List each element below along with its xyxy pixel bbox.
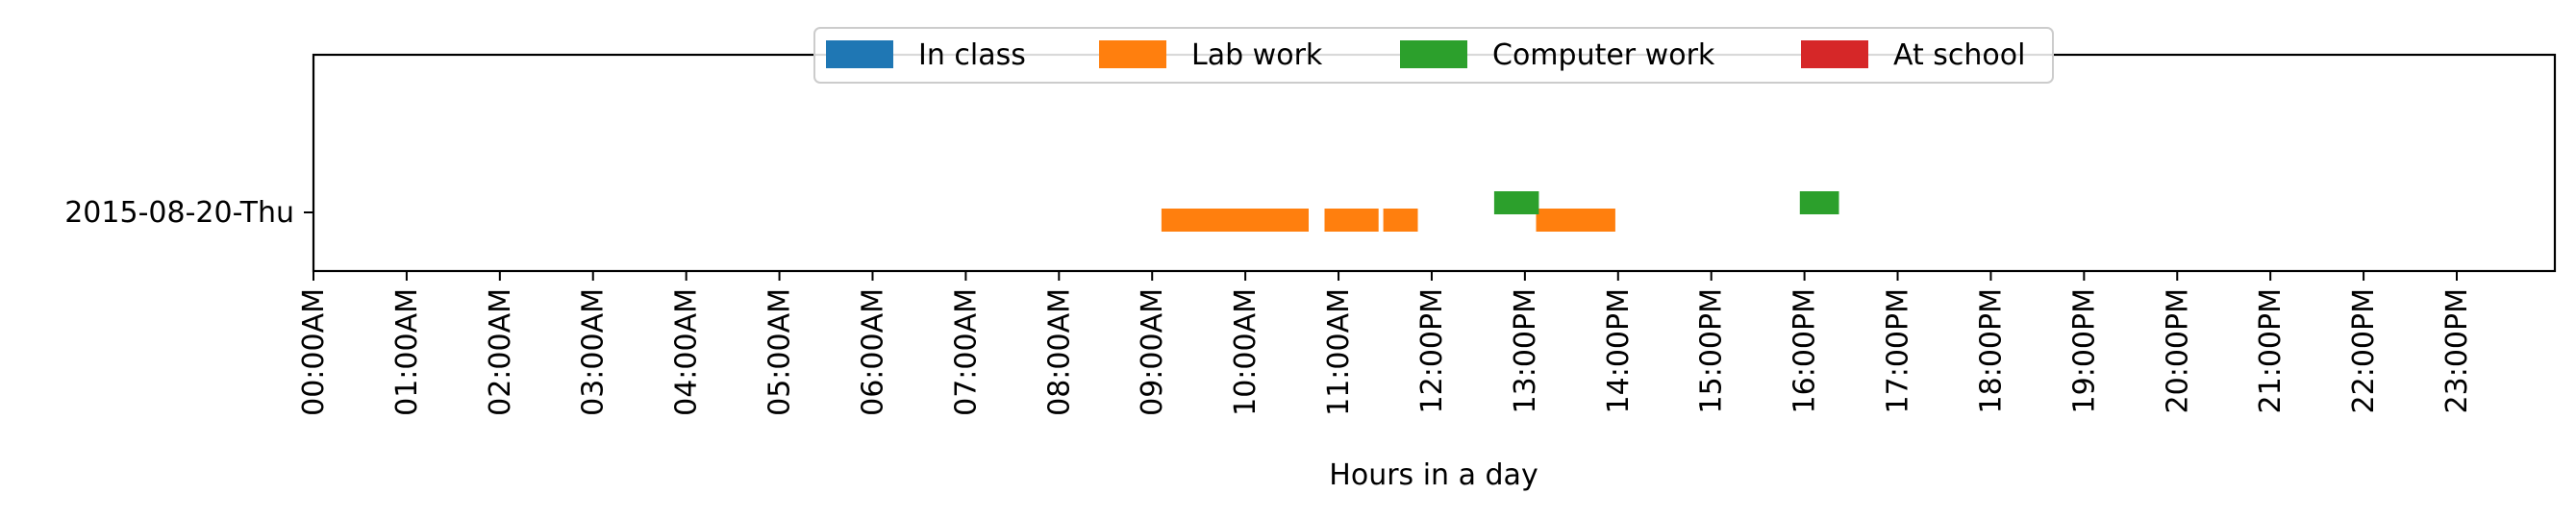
x-tick-label: 07:00AM bbox=[949, 288, 983, 416]
y-axis: 2015-08-20-Thu bbox=[64, 196, 313, 230]
x-axis: 00:00AM 01:00AM 02:00AM 03:00AM 04:00AM 05:00… bbox=[297, 271, 2474, 416]
legend-label-at-school: At school bbox=[1893, 38, 2025, 72]
legend-swatch-at-school bbox=[1801, 40, 1868, 68]
x-tick-label: 03:00AM bbox=[577, 288, 611, 416]
bar-computer-work-0 bbox=[1493, 191, 1539, 214]
legend-swatch-computer-work bbox=[1400, 40, 1467, 68]
y-tick-label: 2015-08-20-Thu bbox=[64, 196, 294, 230]
x-tick-label: 11:00AM bbox=[1322, 288, 1356, 416]
x-tick-label: 20:00PM bbox=[2161, 288, 2194, 413]
legend: In class Lab work Computer work At school bbox=[813, 27, 2054, 84]
bar-computer-work-1 bbox=[1799, 191, 1839, 214]
x-tick-label: 16:00PM bbox=[1788, 288, 1822, 413]
x-tick-label: 17:00PM bbox=[1882, 288, 1915, 413]
x-tick-label: 14:00PM bbox=[1602, 288, 1636, 413]
bar-lab-work-1 bbox=[1324, 209, 1379, 232]
plot-frame bbox=[312, 53, 2557, 273]
x-tick-label: 06:00AM bbox=[857, 288, 890, 416]
x-tick-label: 18:00PM bbox=[1974, 288, 2008, 413]
x-tick-label: 21:00PM bbox=[2254, 288, 2288, 413]
legend-swatch-lab-work bbox=[1099, 40, 1166, 68]
x-tick-label: 10:00AM bbox=[1229, 288, 1263, 416]
legend-swatch-in-class bbox=[826, 40, 893, 68]
x-tick-label: 02:00AM bbox=[484, 288, 517, 416]
bar-lab-work-0 bbox=[1161, 209, 1309, 232]
bar-lab-work-2 bbox=[1383, 209, 1418, 232]
legend-label-in-class: In class bbox=[918, 38, 1026, 72]
x-tick-label: 00:00AM bbox=[297, 288, 331, 416]
legend-label-computer-work: Computer work bbox=[1492, 38, 1715, 72]
x-tick-label: 08:00AM bbox=[1042, 288, 1076, 416]
x-tick-label: 09:00AM bbox=[1136, 288, 1169, 416]
x-tick-label: 15:00PM bbox=[1695, 288, 1729, 413]
x-tick-label: 19:00PM bbox=[2067, 288, 2101, 413]
x-axis-title: Hours in a day bbox=[1329, 458, 1538, 492]
activity-bars bbox=[1161, 191, 1839, 232]
x-tick-label: 05:00AM bbox=[763, 288, 797, 416]
x-tick-label: 04:00AM bbox=[670, 288, 704, 416]
x-tick-label: 01:00AM bbox=[390, 288, 424, 416]
x-tick-label: 23:00PM bbox=[2440, 288, 2474, 413]
x-tick-label: 13:00PM bbox=[1509, 288, 1542, 413]
bar-lab-work-3 bbox=[1536, 209, 1615, 232]
x-tick-label: 12:00PM bbox=[1415, 288, 1449, 413]
x-tick-label: 22:00PM bbox=[2347, 288, 2381, 413]
legend-label-lab-work: Lab work bbox=[1191, 38, 1323, 72]
